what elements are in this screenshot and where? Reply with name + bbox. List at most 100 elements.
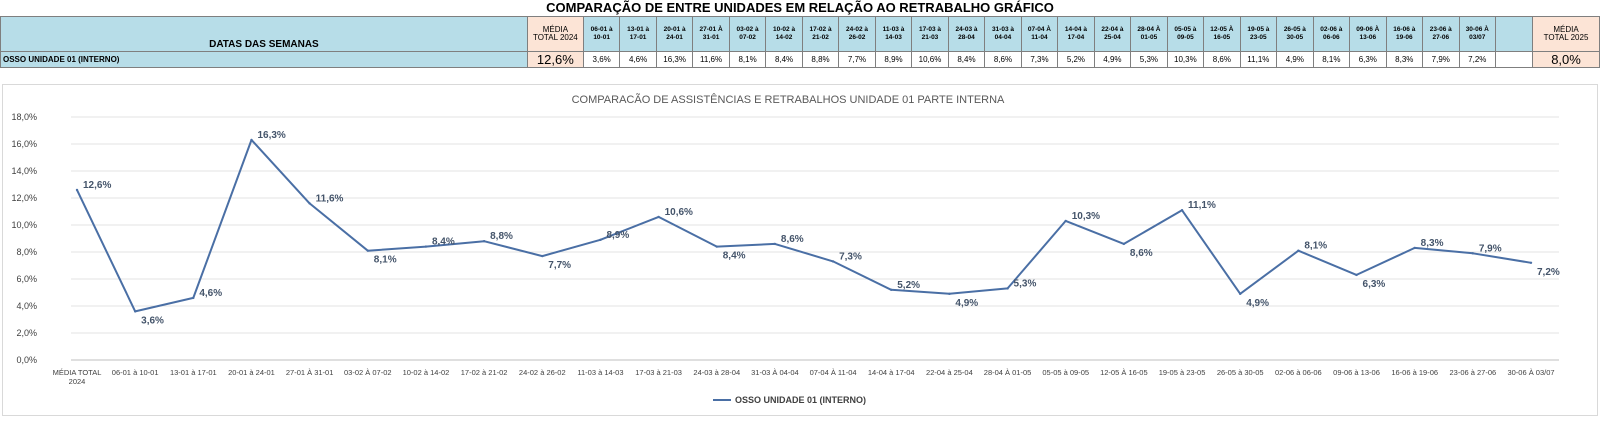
week-header-17[interactable]: 12-05 À 16-05 (1203, 16, 1241, 52)
week-header-line: 19-05 à (1247, 26, 1270, 33)
week-header-line: 16-05 (1213, 34, 1231, 41)
week-header-23[interactable]: 23-06 à 27-06 (1422, 16, 1460, 52)
week-value-13[interactable]: 5,2% (1057, 51, 1095, 68)
x-tick-label: 31-03 À 04-04 (751, 368, 799, 377)
x-tick-label: 28-04 À 01-05 (984, 368, 1032, 377)
data-point (133, 310, 137, 313)
week-header-18[interactable]: 19-05 à 23-05 (1239, 16, 1278, 52)
row-header-cell[interactable]: DATAS DAS SEMANAS (0, 16, 528, 52)
data-point (599, 238, 602, 242)
week-header-7[interactable]: 24-02 à 26-02 (838, 16, 876, 52)
week-header-9[interactable]: 17-03 à 21-03 (911, 16, 949, 52)
week-header-11[interactable]: 31-03 à 04-04 (984, 16, 1022, 52)
week-value-18[interactable]: 11,1% (1239, 51, 1278, 68)
week-header-line: 05-05 à (1174, 26, 1197, 33)
data-point (424, 245, 428, 248)
data-label: 7,7% (548, 260, 571, 271)
week-header-line: 03-02 à (736, 26, 759, 33)
week-header-line: 10-01 (593, 34, 610, 41)
week-header-19[interactable]: 26-05 à 30-05 (1276, 16, 1314, 52)
data-label: 3,6% (141, 315, 164, 326)
x-tick-label: 14-04 à 17-04 (868, 368, 915, 377)
week-value-10[interactable]: 8,4% (947, 51, 986, 68)
week-value-7[interactable]: 7,7% (838, 51, 876, 68)
week-header-line: 24-01 (666, 34, 683, 41)
data-point (657, 215, 660, 219)
data-point (1355, 273, 1358, 277)
media-2024-header[interactable]: MÉDIA TOTAL 2024 (526, 16, 584, 52)
week-header-15[interactable]: 28-04 À 01-05 (1130, 16, 1168, 52)
week-value-22[interactable]: 8,3% (1385, 51, 1424, 68)
week-value-17[interactable]: 8,6% (1203, 51, 1241, 68)
week-header-0[interactable]: 06-01 à 10-01 (582, 16, 621, 52)
blank-value-cell[interactable] (1494, 51, 1534, 68)
week-value-9[interactable]: 10,6% (911, 51, 949, 68)
week-header-line: 04-04 (994, 34, 1012, 41)
week-header-10[interactable]: 24-03 à 28-04 (947, 16, 986, 52)
week-header-6[interactable]: 17-02 à 21-02 (801, 16, 840, 52)
week-header-4[interactable]: 03-02 à 07-02 (728, 16, 767, 52)
week-value-21[interactable]: 6,3% (1349, 51, 1387, 68)
week-value-24[interactable]: 7,2% (1458, 51, 1497, 68)
week-header-line: 03/07 (1469, 34, 1486, 41)
week-value-20[interactable]: 8,1% (1312, 51, 1351, 68)
week-value-14[interactable]: 4,9% (1093, 51, 1132, 68)
week-header-12[interactable]: 07-04 À 11-04 (1020, 16, 1059, 52)
week-value-19[interactable]: 4,9% (1276, 51, 1314, 68)
week-header-2[interactable]: 20-01 à 24-01 (655, 16, 694, 52)
week-value-2[interactable]: 16,3% (655, 51, 694, 68)
week-header-line: 06-01 à (590, 26, 613, 33)
week-header-line: 26-05 à (1283, 26, 1306, 33)
week-value-16[interactable]: 10,3% (1166, 51, 1205, 68)
week-header-16[interactable]: 05-05 à 09-05 (1166, 16, 1205, 52)
blank-header-cell[interactable] (1494, 16, 1534, 52)
chart-grid (71, 116, 1559, 361)
week-value-3[interactable]: 11,6% (692, 51, 730, 68)
y-tick-label: 12,0% (11, 193, 37, 203)
x-tick-label: 26-05 à 30-05 (1217, 368, 1264, 377)
week-header-3[interactable]: 27-01 À 31-01 (692, 16, 730, 52)
week-value-4[interactable]: 8,1% (728, 51, 767, 68)
chart-legend[interactable]: OSSO UNIDADE 01 (INTERNO) (713, 395, 866, 405)
week-value-15[interactable]: 5,3% (1130, 51, 1168, 68)
week-value-23[interactable]: 7,9% (1422, 51, 1460, 68)
week-value-12[interactable]: 7,3% (1020, 51, 1059, 68)
data-label: 8,1% (1304, 241, 1327, 252)
week-header-line: 10-02 à (773, 26, 796, 33)
week-header-line: 17-03 à (918, 26, 942, 33)
media-2025-value[interactable]: 8,0% (1532, 51, 1600, 68)
week-header-13[interactable]: 14-04 à 17-04 (1057, 16, 1095, 52)
week-value-5[interactable]: 8,4% (765, 51, 803, 68)
data-label: 7,3% (839, 251, 862, 262)
week-header-line: 22-04 à (1101, 26, 1124, 33)
week-header-1[interactable]: 13-01 à 17-01 (619, 16, 657, 52)
week-header-24[interactable]: 30-06 À 03/07 (1458, 16, 1497, 52)
week-header-8[interactable]: 11-03 à 14-03 (874, 16, 913, 52)
legend-label: OSSO UNIDADE 01 (INTERNO) (735, 395, 866, 405)
week-header-20[interactable]: 02-06 à 06-06 (1312, 16, 1351, 52)
week-header-21[interactable]: 09-06 À 13-06 (1349, 16, 1387, 52)
week-value-0[interactable]: 3,6% (582, 51, 621, 68)
media-2024-value[interactable]: 12,6% (526, 51, 584, 68)
week-header-line: 19-06 (1395, 34, 1413, 41)
chart-frame[interactable]: COMPARACÃO DE ASSISTÊNCIAS E RETRABALHOS… (2, 84, 1598, 416)
week-header-line: 07-02 (739, 34, 756, 41)
week-value-11[interactable]: 8,6% (984, 51, 1022, 68)
media-2025-header-line: MÉDIA (1553, 25, 1579, 34)
x-tick-label: 10-02 à 14-02 (403, 368, 450, 377)
row-label-cell[interactable]: OSSO UNIDADE 01 (INTERNO) (0, 51, 528, 68)
week-header-14[interactable]: 22-04 à 25-04 (1093, 16, 1132, 52)
week-header-5[interactable]: 10-02 à 14-02 (765, 16, 803, 52)
week-value-6[interactable]: 8,8% (801, 51, 840, 68)
week-header-22[interactable]: 16-06 à 19-06 (1385, 16, 1424, 52)
week-header-line: 14-03 (885, 34, 902, 41)
media-2025-header[interactable]: MÉDIA TOTAL 2025 (1532, 16, 1600, 52)
week-header-line: 27-01 À (699, 26, 723, 33)
week-header-line: 30-05 (1286, 34, 1304, 41)
data-label: 10,3% (1072, 211, 1100, 222)
week-header-line: 06-06 (1323, 34, 1340, 41)
data-point (890, 288, 893, 291)
data-label: 8,6% (1130, 248, 1153, 259)
week-value-1[interactable]: 4,6% (619, 51, 657, 68)
week-value-8[interactable]: 8,9% (874, 51, 913, 68)
